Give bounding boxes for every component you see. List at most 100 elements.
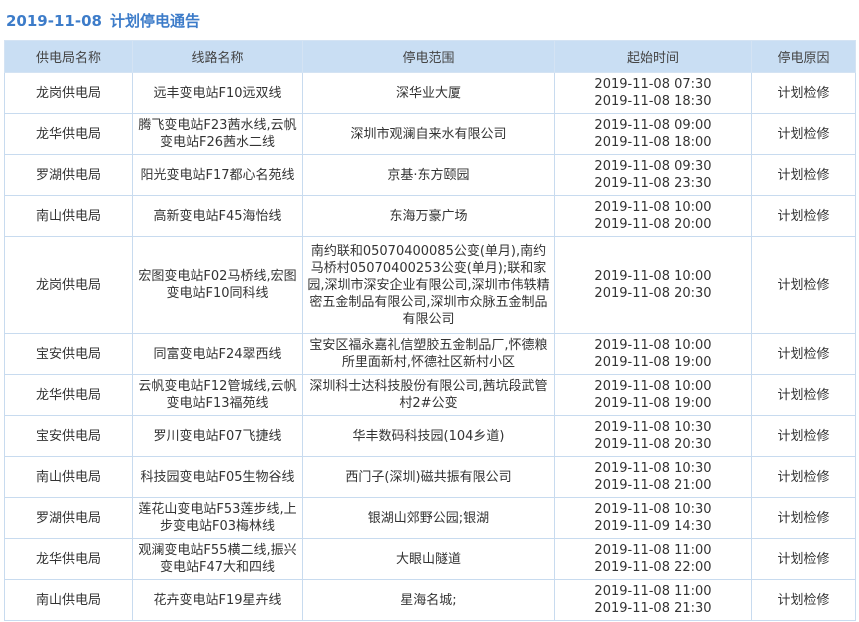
table-row: 南山供电局 高新变电站F45海怡线 东海万豪广场 2019-11-08 10:00 20… xyxy=(4,195,856,237)
table-row: 宝安供电局 同富变电站F24翠西线 宝安区福永嘉礼信塑胶五金制品厂,怀德粮所里面新村… xyxy=(4,333,856,375)
time-cell: 2019-11-08 10:00 2019-11-08 20:00 xyxy=(554,195,752,237)
table-cell: 南山供电局 xyxy=(4,195,133,237)
table-cell: 同富变电站F24翠西线 xyxy=(132,333,303,375)
header-row: 供电局名称 线路名称 停电范围 起始时间 停电原因 xyxy=(4,40,856,73)
table-cell: 计划检修 xyxy=(751,195,856,237)
table-cell: 宝安区福永嘉礼信塑胶五金制品厂,怀德粮所里面新村,怀德社区新村小区 xyxy=(302,333,555,375)
table-cell: 宝安供电局 xyxy=(4,333,133,375)
table-cell: 科技园变电站F05生物谷线 xyxy=(132,456,303,498)
time-cell: 2019-11-08 10:30 2019-11-08 21:00 xyxy=(554,456,752,498)
table-cell: 南山供电局 xyxy=(4,579,133,621)
time-cell: 2019-11-08 09:00 2019-11-08 18:00 xyxy=(554,113,752,155)
table-cell: 宏图变电站F02马桥线,宏图变电站F10同科线 xyxy=(132,236,303,334)
table-cell: 计划检修 xyxy=(751,579,856,621)
time-text: 2019-11-08 10:00 xyxy=(594,269,712,284)
time-text: 2019-11-08 11:00 xyxy=(594,584,712,599)
table-cell: 花卉变电站F19星卉线 xyxy=(132,579,303,621)
table-row: 龙岗供电局 宏图变电站F02马桥线,宏图变电站F10同科线 南约联和05070400… xyxy=(4,236,856,334)
table-cell: 西门子(深圳)磁共振有限公司 xyxy=(302,456,555,498)
table-cell: 大眼山隧道 xyxy=(302,538,555,580)
time-text: 2019-11-09 14:30 xyxy=(594,519,712,534)
table-cell: 计划检修 xyxy=(751,374,856,416)
time-text: 2019-11-08 10:30 xyxy=(594,502,712,517)
time-text: 2019-11-08 21:00 xyxy=(594,478,712,493)
table-row: 罗湖供电局 阳光变电站F17都心名苑线 京基·东方颐园 2019-11-08 09:3… xyxy=(4,154,856,196)
time-text: 2019-11-08 22:00 xyxy=(594,560,712,575)
table-cell: 计划检修 xyxy=(751,154,856,196)
table-row: 南山供电局 花卉变电站F19星卉线 星海名城; 2019-11-08 11:00 201… xyxy=(4,579,856,621)
table-cell: 京基·东方颐园 xyxy=(302,154,555,196)
header-cell: 线路名称 xyxy=(132,40,303,73)
time-cell: 2019-11-08 10:00 2019-11-08 19:00 xyxy=(554,374,752,416)
time-text: 2019-11-08 07:30 xyxy=(594,77,712,92)
table-cell: 宝安供电局 xyxy=(4,415,133,457)
time-text: 2019-11-08 11:00 xyxy=(594,543,712,558)
header-cell: 供电局名称 xyxy=(4,40,133,73)
time-cell: 2019-11-08 11:00 2019-11-08 22:00 xyxy=(554,538,752,580)
time-text: 2019-11-08 09:30 xyxy=(594,159,712,174)
table-row: 南山供电局 科技园变电站F05生物谷线 西门子(深圳)磁共振有限公司 2019-11-… xyxy=(4,456,856,498)
table-body: 龙岗供电局 远丰变电站F10远双线 深华业大厦 2019-11-08 07:30 201… xyxy=(4,72,856,621)
table-cell: 龙华供电局 xyxy=(4,374,133,416)
table-cell: 计划检修 xyxy=(751,497,856,539)
time-text: 2019-11-08 10:00 xyxy=(594,379,712,394)
table-cell: 计划检修 xyxy=(751,415,856,457)
table-cell: 高新变电站F45海怡线 xyxy=(132,195,303,237)
time-text: 2019-11-08 10:00 xyxy=(594,200,712,215)
table-cell: 远丰变电站F10远双线 xyxy=(132,72,303,114)
table-cell: 华丰数码科技园(104乡道) xyxy=(302,415,555,457)
outage-table: 供电局名称 线路名称 停电范围 起始时间 停电原因 龙岗供电局 远丰变电站F10远双线 深华… xyxy=(4,40,856,621)
table-row: 龙岗供电局 远丰变电站F10远双线 深华业大厦 2019-11-08 07:30 201… xyxy=(4,72,856,114)
time-cell: 2019-11-08 09:30 2019-11-08 23:30 xyxy=(554,154,752,196)
table-cell: 龙华供电局 xyxy=(4,113,133,155)
table-cell: 腾飞变电站F23茜水线,云帆变电站F26茜水二线 xyxy=(132,113,303,155)
time-text: 2019-11-08 23:30 xyxy=(594,176,712,191)
time-text: 2019-11-08 19:00 xyxy=(594,396,712,411)
time-cell: 2019-11-08 10:30 2019-11-09 14:30 xyxy=(554,497,752,539)
time-cell: 2019-11-08 10:30 2019-11-08 20:30 xyxy=(554,415,752,457)
table-cell: 南山供电局 xyxy=(4,456,133,498)
table-cell: 阳光变电站F17都心名苑线 xyxy=(132,154,303,196)
table-cell: 南约联和05070400085公变(单月),南约马桥村05070400253公变… xyxy=(302,236,555,334)
table-cell: 计划检修 xyxy=(751,72,856,114)
title-text: 计划停电通告 xyxy=(109,12,200,30)
header-cell: 停电原因 xyxy=(751,40,856,73)
table-cell: 计划检修 xyxy=(751,113,856,155)
time-cell: 2019-11-08 10:00 2019-11-08 19:00 xyxy=(554,333,752,375)
time-text: 2019-11-08 20:30 xyxy=(594,286,712,301)
time-text: 2019-11-08 18:30 xyxy=(594,94,712,109)
header-cell: 停电范围 xyxy=(302,40,555,73)
table-cell: 观澜变电站F55横二线,振兴变电站F47大和四线 xyxy=(132,538,303,580)
table-cell: 莲花山变电站F53莲步线,上步变电站F03梅林线 xyxy=(132,497,303,539)
time-text: 2019-11-08 21:30 xyxy=(594,601,712,616)
table-cell: 罗川变电站F07飞捷线 xyxy=(132,415,303,457)
time-text: 2019-11-08 18:00 xyxy=(594,135,712,150)
table-cell: 东海万豪广场 xyxy=(302,195,555,237)
table-cell: 深圳科士达科技股份有限公司,茜坑段武管村2#公变 xyxy=(302,374,555,416)
time-text: 2019-11-08 19:00 xyxy=(594,355,712,370)
table-cell: 罗湖供电局 xyxy=(4,497,133,539)
table-cell: 罗湖供电局 xyxy=(4,154,133,196)
time-text: 2019-11-08 10:30 xyxy=(594,420,712,435)
time-text: 2019-11-08 10:00 xyxy=(594,338,712,353)
time-cell: 2019-11-08 07:30 2019-11-08 18:30 xyxy=(554,72,752,114)
title: 2019-11-08 计划停电通告 xyxy=(6,10,208,31)
time-cell: 2019-11-08 10:00 2019-11-08 20:30 xyxy=(554,236,752,334)
table-cell: 计划检修 xyxy=(751,333,856,375)
table-row: 龙华供电局 腾飞变电站F23茜水线,云帆变电站F26茜水二线 深圳市观澜自来水有限公… xyxy=(4,113,856,155)
table-cell: 龙华供电局 xyxy=(4,538,133,580)
table-cell: 云帆变电站F12管城线,云帆变电站F13福苑线 xyxy=(132,374,303,416)
time-cell: 2019-11-08 11:00 2019-11-08 21:30 xyxy=(554,579,752,621)
time-text: 2019-11-08 10:30 xyxy=(594,461,712,476)
time-text: 2019-11-08 20:00 xyxy=(594,217,712,232)
table-cell: 计划检修 xyxy=(751,538,856,580)
title-date: 2019-11-08 xyxy=(6,12,102,30)
table-cell: 计划检修 xyxy=(751,456,856,498)
table-cell: 深华业大厦 xyxy=(302,72,555,114)
header-cell: 起始时间 xyxy=(554,40,752,73)
table-row: 宝安供电局 罗川变电站F07飞捷线 华丰数码科技园(104乡道) 2019-11-08… xyxy=(4,415,856,457)
table-row: 罗湖供电局 莲花山变电站F53莲步线,上步变电站F03梅林线 银湖山郊野公园;银湖 2… xyxy=(4,497,856,539)
table-row: 龙华供电局 云帆变电站F12管城线,云帆变电站F13福苑线 深圳科士达科技股份有限公… xyxy=(4,374,856,416)
table-cell: 龙岗供电局 xyxy=(4,236,133,334)
